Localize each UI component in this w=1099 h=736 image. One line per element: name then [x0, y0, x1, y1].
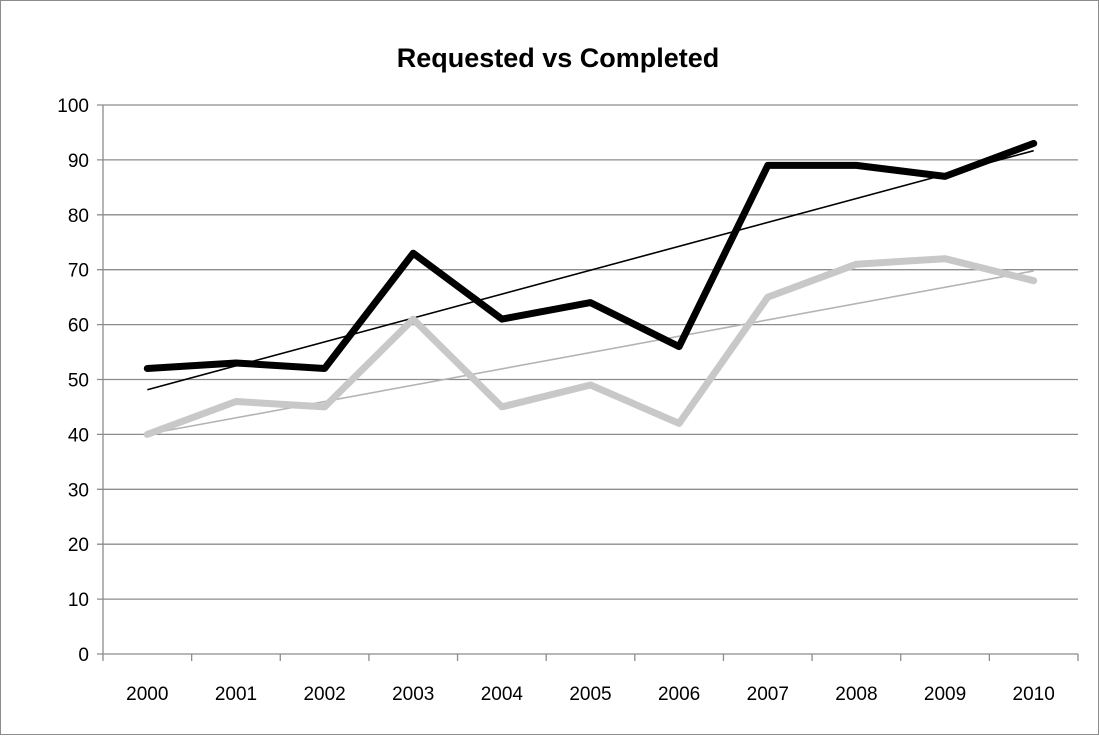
x-tick-label: 2008	[835, 684, 877, 705]
series-1-line	[143, 139, 1038, 372]
y-tick-label: 10	[68, 590, 89, 611]
y-tick-labels: 0 10 20 30 40 50 60 70 80 90 100	[57, 96, 89, 666]
x-tick-labels: 2000 2001 2002 2003 2004 2005 2006 2007 2008 2009…	[126, 684, 1055, 705]
series-1-point-2006	[677, 345, 681, 349]
y-tick-label: 90	[68, 151, 89, 172]
series-1-point-2001	[234, 361, 238, 365]
x-tick-label: 2004	[481, 684, 524, 705]
series-2-point-2003	[411, 317, 415, 321]
y-tick-label: 100	[57, 96, 89, 117]
x-tick-label: 2000	[126, 684, 168, 705]
y-tick-label: 30	[68, 480, 89, 501]
x-tick-label: 2005	[569, 684, 611, 705]
series-2-point-2006	[677, 421, 681, 425]
chart-title: Requested vs Completed	[397, 43, 720, 73]
series-1-point-2007	[766, 163, 770, 167]
series-1-point-2009	[943, 174, 947, 178]
series-2-point-2005	[589, 383, 592, 387]
series-1-point-2003	[411, 251, 415, 255]
x-tick-label: 2002	[303, 684, 345, 705]
trendlines	[147, 149, 1034, 435]
series-1-point-2000	[145, 367, 149, 371]
axes	[97, 105, 1079, 661]
series-1-point-2004	[500, 317, 504, 321]
series-2-point-2007	[766, 295, 770, 299]
x-tick-label: 2001	[215, 684, 257, 705]
x-tick-label: 2009	[924, 684, 966, 705]
series-2-point-2008	[854, 262, 858, 266]
series-1-point-2008	[854, 163, 858, 167]
series-2-point-2002	[323, 405, 327, 409]
series-2-line	[143, 255, 1038, 438]
series-1-point-2005	[589, 301, 592, 305]
x-tick-label: 2006	[658, 684, 700, 705]
y-tick-label: 50	[68, 371, 89, 392]
series-2-point-2010	[1032, 279, 1036, 283]
series-1-point-2010	[1032, 141, 1036, 145]
series-2-point-2001	[234, 399, 238, 403]
series-1-point-2002	[323, 367, 327, 371]
series-1-trendline	[147, 149, 1034, 391]
series-2-trendline	[147, 270, 1034, 435]
y-tick-label: 0	[78, 645, 89, 666]
y-tick-label: 40	[68, 425, 89, 446]
x-tick-label: 2007	[747, 684, 789, 705]
series-2-point-2000	[145, 432, 149, 436]
series-2-point-2004	[500, 405, 504, 409]
y-tick-label: 20	[68, 535, 89, 556]
series-2-point-2009	[943, 257, 947, 261]
x-tick-label: 2003	[392, 684, 434, 705]
x-tick-label: 2010	[1013, 684, 1055, 705]
gridlines	[97, 104, 1078, 600]
y-tick-label: 60	[68, 316, 89, 337]
series-lines	[143, 139, 1038, 438]
y-tick-label: 70	[68, 261, 89, 282]
y-tick-label: 80	[68, 206, 89, 227]
